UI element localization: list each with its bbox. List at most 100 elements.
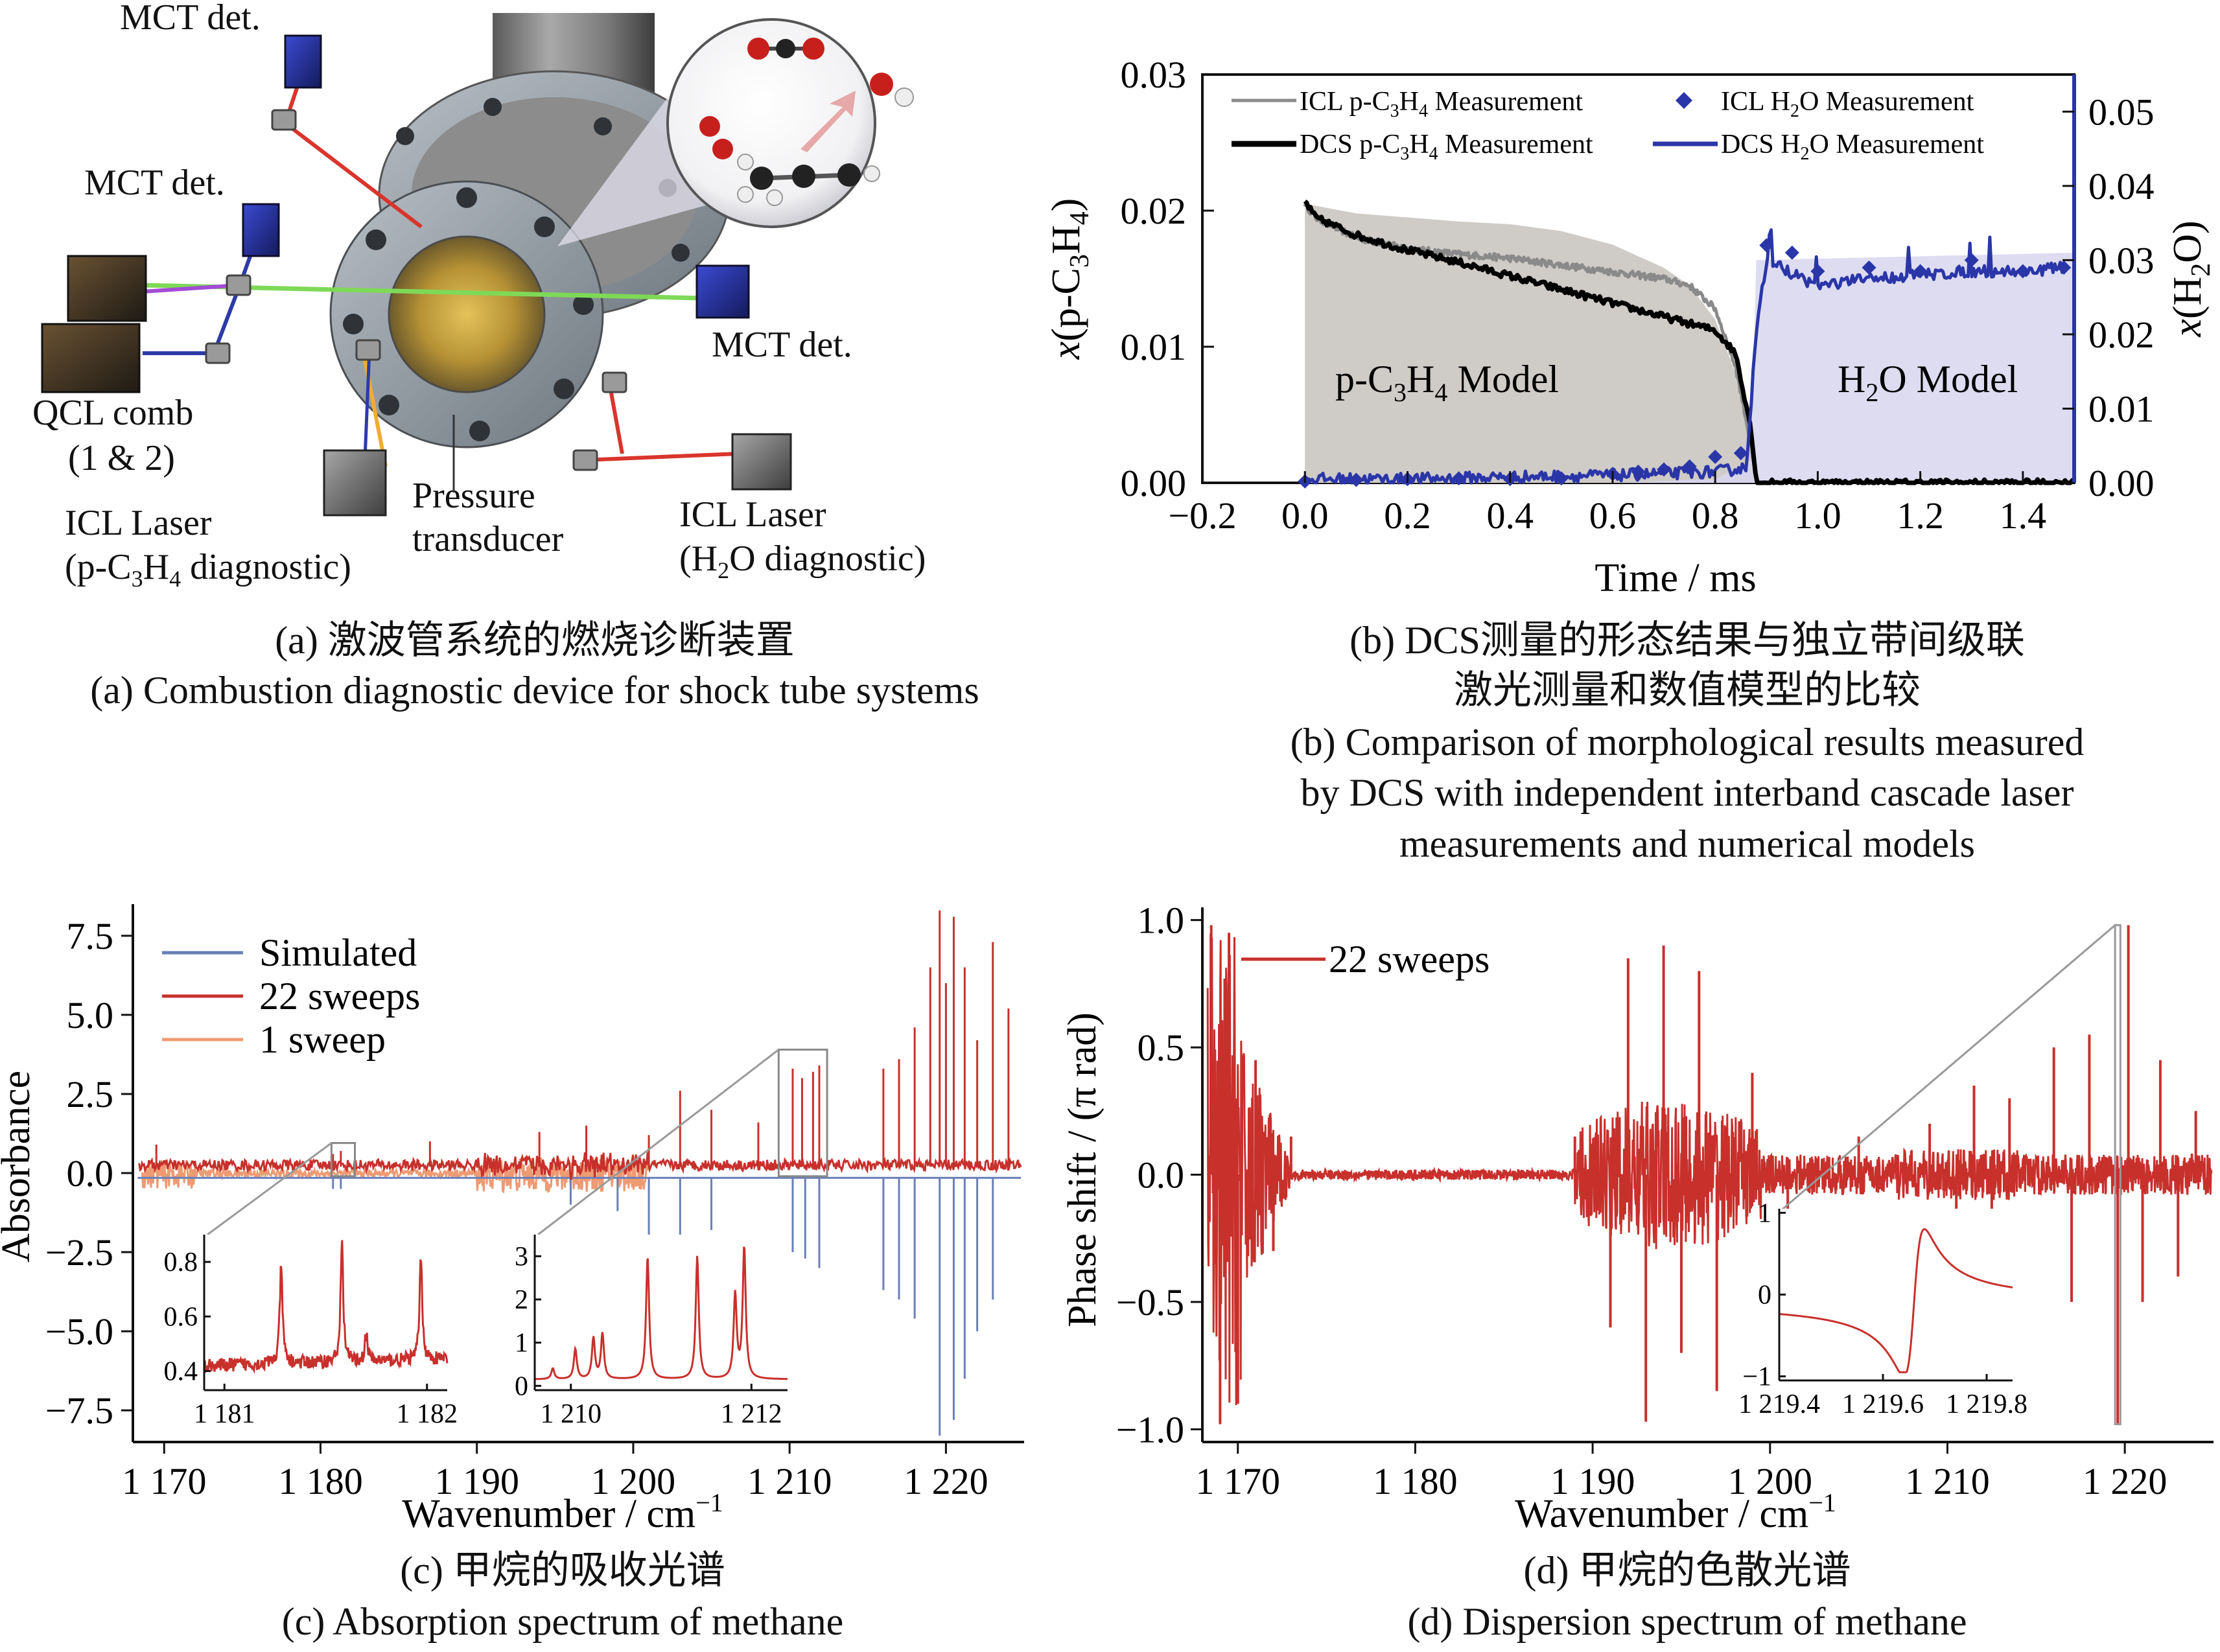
y-tick-label: −5.0	[45, 1310, 113, 1353]
chart-b-xlabel: Time / ms	[1595, 556, 1756, 600]
label-qcl-1: QCL comb	[32, 393, 193, 433]
x-tick-label: 1 170	[122, 1460, 207, 1502]
chart-d-axes: 1 219.4 1 219.6 1 219.8 1 0 −1 1 170 1 180 1 190…	[1116, 900, 2214, 1502]
annotation-c3h4-model: p-C3H4 Model	[1335, 358, 1559, 407]
inset-d-y-tick-label: 1	[1758, 1198, 1771, 1228]
y-tick-label: 0.5	[1138, 1027, 1185, 1069]
inset-d-x-tick-label: 1 219.8	[1946, 1390, 2027, 1419]
zoom-leader-2	[537, 1049, 780, 1236]
label-pressure-1: Pressure	[412, 476, 535, 516]
point-icl-h2o	[1784, 245, 1799, 260]
caption-b-cn-2: 激光测量和数值模型的比较	[1454, 669, 1921, 712]
mct-detector-top	[284, 34, 322, 89]
chart-c-series	[137, 910, 1022, 1436]
y-right-tick-label: 0.03	[2088, 239, 2155, 281]
svg-text:Wavenumber / cm−1: Wavenumber / cm−1	[402, 1488, 723, 1536]
y-tick-label: 7.5	[67, 915, 114, 957]
inset-x-tick-label: 1 181	[194, 1399, 255, 1429]
series-1-sweep	[141, 1156, 650, 1194]
x-tick-label: 0.2	[1384, 494, 1431, 537]
label-mct-left: MCT det.	[84, 163, 225, 203]
series-dcs-h2o-measurement	[1303, 228, 2066, 485]
inset-2: 1 210 1 212 0 1 2 3	[515, 1235, 788, 1429]
inset-d-x-tick-label: 1 219.6	[1842, 1390, 1924, 1419]
mirror-low	[205, 342, 231, 364]
icl-laser-c3h4	[323, 449, 387, 517]
caption-c-cn: (c) 甲烷的吸收光谱	[400, 1549, 725, 1592]
inset-d-y-tick-label: −1	[1742, 1362, 1771, 1392]
inset-d-bg	[1779, 1209, 2013, 1380]
x-tick-label: −0.2	[1168, 494, 1236, 537]
legend-icl-h2o: ICL H2O Measurement	[1721, 87, 1974, 121]
chart-d-xlabel: Wavenumber / cm−1	[1515, 1488, 1836, 1536]
chart-b-model-fills	[1305, 204, 2074, 483]
molecule-oh	[870, 73, 914, 107]
x-tick-label: 1 170	[1195, 1460, 1280, 1502]
chart-d-ylabel: Phase shift / (π rad)	[1060, 1012, 1104, 1327]
caption-d-cn: (d) 甲烷的色散光谱	[1524, 1549, 1851, 1592]
x-tick-label: 1 200	[591, 1460, 676, 1502]
label-icl2-1: ICL Laser	[679, 494, 826, 535]
label-icl2-2: (H2O diagnostic)	[679, 539, 926, 583]
inset-y-tick-label: 0.4	[164, 1357, 198, 1387]
zoom-box-2	[777, 1049, 828, 1178]
label-pressure-2: transducer	[412, 519, 564, 559]
inset-y-tick-label: 1	[515, 1329, 528, 1358]
legend-22-sweeps-d: 22 sweeps	[1329, 938, 1490, 981]
x-tick-label: 1 200	[1728, 1460, 1813, 1502]
legend-simulated: Simulated	[259, 931, 417, 974]
y-left-tick-label: 0.02	[1121, 190, 1187, 232]
caption-b-en-3: measurements and numerical models	[1399, 822, 1975, 865]
molecule-co2	[747, 38, 824, 60]
inset-d-series	[1779, 1228, 2013, 1373]
inset-y-tick-label: 0.6	[164, 1302, 198, 1332]
molecule-propyne	[737, 154, 880, 206]
x-tick-label: 1 190	[1550, 1460, 1635, 1502]
annotation-h2o-model: H2O Model	[1838, 358, 2018, 407]
beam-red-h2o	[583, 452, 740, 462]
inset-d-x-tick-label: 1 219.4	[1738, 1390, 1820, 1419]
point-icl-h2o	[1862, 260, 1876, 275]
mirror-right	[602, 371, 627, 393]
x-tick-label: 0.4	[1486, 494, 1534, 537]
beam-purple	[142, 283, 240, 294]
molecule-o2	[699, 116, 733, 159]
inset-y-tick-label: 2	[515, 1285, 528, 1315]
optical-window	[388, 235, 546, 393]
x-tick-label: 1.4	[2000, 494, 2047, 537]
qcl-laser-1	[67, 255, 147, 322]
chart-c: 1 170 1 180 1 190 1 200 1 210 1 220 7.5 5.0 2.5 0…	[0, 904, 1024, 1536]
y-tick-label: −0.5	[1116, 1281, 1184, 1323]
chart-c-ylabel: Absorbance	[0, 1071, 38, 1262]
label-icl1-2: (p-C3H4 diagnostic)	[65, 547, 351, 592]
inset-d-y-tick-label: 0	[1758, 1281, 1771, 1310]
beam-red-right	[607, 382, 624, 454]
y-tick-label: −2.5	[45, 1231, 113, 1274]
captions: (a) 激波管系统的燃烧诊断装置 (a) Combustion diagnost…	[90, 619, 2084, 1643]
chart-d: 1 219.4 1 219.6 1 219.8 1 0 −1 1 170 1 180 1 190…	[1060, 900, 2214, 1536]
x-tick-label: 0.6	[1589, 494, 1637, 537]
legend-dcs-h2o: DCS H2O Measurement	[1721, 130, 1984, 164]
inset-d: 1 219.4 1 219.6 1 219.8 1 0 −1	[1738, 1198, 2027, 1419]
y-right-tick-label: 0.00	[2088, 462, 2155, 504]
mirror-mid	[226, 274, 251, 296]
chart-c-axes: 1 170 1 180 1 190 1 200 1 210 1 220 7.5 5.0 2.5 0…	[45, 904, 1024, 1502]
x-tick-label: 0.0	[1281, 494, 1329, 537]
y-tick-label: −1.0	[1116, 1408, 1184, 1450]
legend-dcs-c3h4: DCS p-C3H4 Measurement	[1300, 130, 1593, 164]
y-tick-label: 1.0	[1138, 900, 1185, 942]
y-right-tick-label: 0.02	[2088, 314, 2155, 356]
y-tick-label: 0.0	[1138, 1154, 1185, 1196]
zoom-box-1	[330, 1142, 356, 1178]
inset-y-tick-label: 3	[515, 1242, 528, 1272]
mct-detector-left	[242, 203, 280, 257]
chart-b-ylabel-right: x(H2O)	[2166, 220, 2216, 337]
inset-y-tick-label: 0	[515, 1371, 528, 1401]
series-p-c3h4-model	[1305, 204, 1757, 483]
x-tick-label: 0.8	[1692, 494, 1739, 537]
x-tick-label: 1.2	[1897, 494, 1944, 537]
icl-laser-h2o	[731, 433, 792, 491]
y-tick-label: −7.5	[45, 1390, 113, 1432]
chart-d-legend: 22 sweeps	[1241, 938, 1490, 981]
